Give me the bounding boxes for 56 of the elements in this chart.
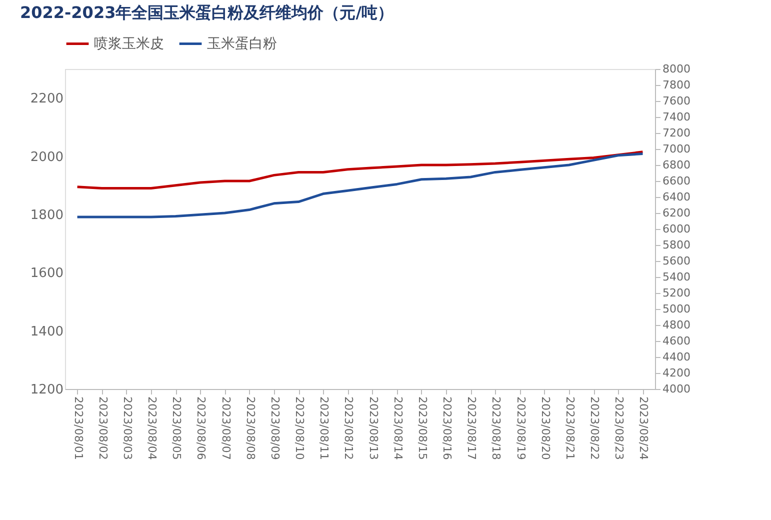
- chart-title: 2022-2023年全国玉米蛋白粉及纤维均价（元/吨）: [20, 3, 394, 22]
- x-tick-label: 2023/08/13: [366, 396, 380, 460]
- y2-tick-label: 6800: [662, 158, 690, 172]
- x-tick-label: 2023/08/09: [268, 396, 282, 460]
- line-series: [76, 152, 644, 218]
- y2-tick-label: 5200: [662, 286, 690, 300]
- x-tick-label: 2023/08/12: [342, 396, 356, 460]
- x-tick-label: 2023/08/17: [465, 396, 478, 460]
- y2-tick-label: 6200: [662, 206, 690, 220]
- y2-tick-label: 7400: [662, 110, 690, 124]
- x-tick-label: 2023/08/02: [96, 396, 110, 460]
- y2-tick-label: 4600: [662, 334, 690, 348]
- y2-tick-label: 7000: [662, 142, 690, 156]
- x-tick-label: 2023/08/19: [514, 396, 528, 460]
- y2-tick-label: 6400: [662, 190, 690, 204]
- x-tick-label: 2023/08/24: [637, 396, 650, 460]
- y2-tick-label: 7600: [662, 94, 690, 108]
- line-series: [76, 150, 644, 190]
- y2-tick-label: 7200: [662, 126, 690, 140]
- y2-tick-label: 6000: [662, 222, 690, 236]
- y2-tick-label: 5000: [662, 302, 690, 316]
- y2-tick-label: 5600: [662, 254, 690, 268]
- x-tick-label: 2023/08/11: [318, 396, 331, 460]
- x-tick-label: 2023/08/08: [244, 396, 257, 460]
- x-tick-label: 2023/08/03: [120, 396, 134, 460]
- y2-tick-label: 6600: [662, 174, 690, 188]
- x-tick-label: 2023/08/01: [72, 396, 85, 460]
- y2-tick-label: 5400: [662, 270, 690, 284]
- legend-label: 喷浆玉米皮: [94, 36, 164, 52]
- x-tick-label: 2023/08/04: [146, 396, 159, 460]
- y-tick-label: 2000: [30, 150, 64, 165]
- y-tick-label: 2200: [30, 92, 64, 107]
- x-tick-label: 2023/08/07: [219, 396, 232, 460]
- x-tick-label: 2023/08/18: [490, 396, 503, 460]
- y-tick-label: 1200: [30, 382, 64, 398]
- x-tick-label: 2023/08/16: [440, 396, 454, 460]
- y2-tick-label: 4800: [662, 318, 690, 332]
- x-tick-label: 2023/08/14: [391, 396, 404, 460]
- x-tick-label: 2023/08/15: [416, 396, 429, 460]
- x-tick-label: 2023/08/10: [293, 396, 306, 460]
- x-tick-label: 2023/08/20: [538, 396, 552, 460]
- x-tick-label: 2023/08/21: [563, 396, 576, 460]
- y-tick-label: 1800: [30, 208, 64, 223]
- y2-tick-label: 4400: [662, 350, 690, 364]
- y-tick-label: 1600: [30, 266, 64, 282]
- y2-tick-label: 5800: [662, 238, 690, 252]
- x-tick-label: 2023/08/23: [612, 396, 626, 460]
- x-tick-label: 2023/08/05: [170, 396, 184, 460]
- y2-tick-label: 4200: [662, 366, 690, 380]
- x-tick-label: 2023/08/06: [194, 396, 208, 460]
- legend-label: 玉米蛋白粉: [207, 36, 277, 52]
- y2-tick-label: 7800: [662, 78, 690, 92]
- x-tick-label: 2023/08/22: [588, 396, 602, 460]
- y2-tick-label: 8000: [662, 62, 690, 76]
- y2-tick-label: 4000: [662, 382, 690, 396]
- y-tick-label: 1400: [30, 324, 64, 340]
